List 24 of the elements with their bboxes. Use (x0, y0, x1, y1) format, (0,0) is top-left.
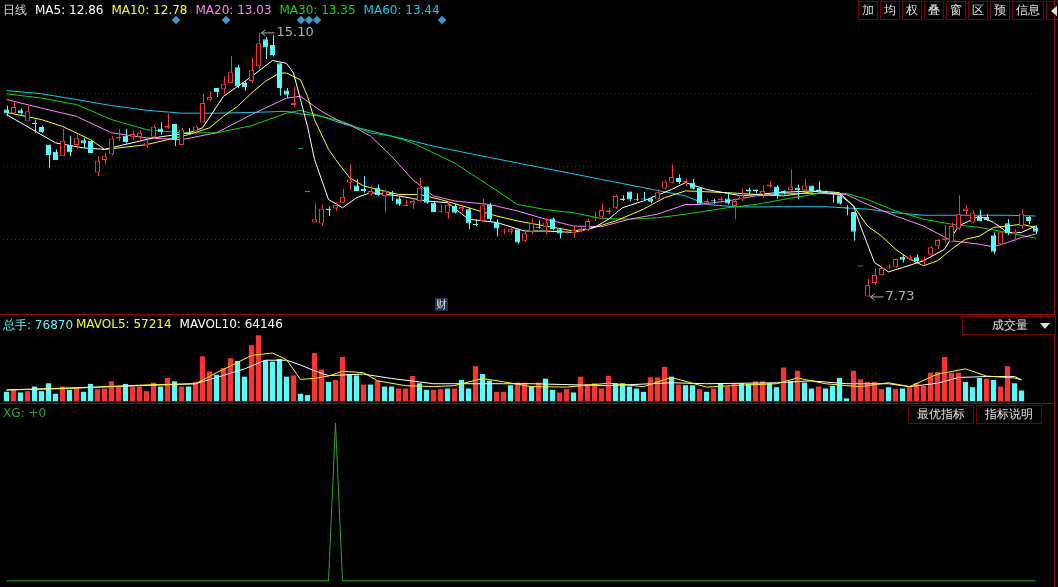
text: MAVOL5: 57214 (76, 317, 172, 331)
text: 信息 (1016, 2, 1040, 19)
text: 窗 (950, 2, 962, 19)
text: MAVOL10: 64146 (179, 317, 283, 331)
text: 最优指标 (917, 406, 965, 423)
text: 权 (906, 2, 918, 19)
chart-title: 日线 (3, 3, 27, 17)
text: 财 (435, 298, 448, 311)
text: 加 (862, 2, 874, 19)
text: MA5: 12.86 (35, 3, 104, 17)
text: 区 (972, 2, 984, 19)
text: MA30: 13.35 (279, 3, 356, 17)
text: 叠 (928, 2, 940, 19)
text: MA20: 13.03 (195, 3, 272, 17)
text: XG: +0 (3, 406, 47, 420)
text: 指标说明 (985, 406, 1033, 423)
text: MA10: 12.78 (111, 3, 188, 17)
annotation: 7.73 (885, 288, 915, 304)
text: MA60: 13.44 (363, 3, 440, 17)
chart-title: 总手: 76870 (3, 318, 74, 332)
text: 预 (994, 2, 1006, 19)
text: 成交量 (992, 317, 1028, 334)
annotation: 15.10 (276, 24, 314, 40)
text: 均 (884, 2, 896, 19)
